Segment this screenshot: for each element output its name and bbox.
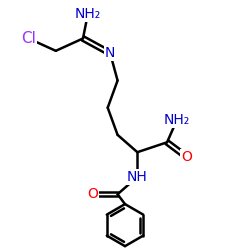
Text: Cl: Cl: [21, 31, 36, 46]
Text: NH₂: NH₂: [164, 113, 190, 127]
Text: O: O: [88, 187, 98, 201]
Text: O: O: [181, 150, 192, 164]
Text: NH₂: NH₂: [75, 7, 101, 21]
Text: NH: NH: [127, 170, 148, 184]
Text: N: N: [105, 46, 115, 60]
